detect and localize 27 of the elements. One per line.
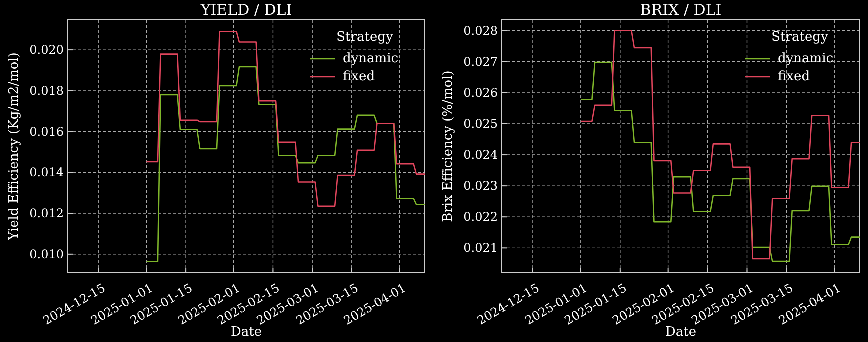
y-tick-label: 0.012: [30, 206, 64, 221]
chart-title: BRIX / DLI: [640, 1, 722, 19]
y-tick-label: 0.018: [30, 84, 64, 98]
y-tick-label: 0.023: [464, 179, 498, 194]
y-axis-title: Brix Efficiency (%/mol): [441, 70, 456, 222]
y-tick-label: 0.022: [464, 210, 498, 224]
y-tick-label: 0.014: [30, 166, 64, 180]
y-tick-label: 0.010: [30, 247, 64, 262]
legend-title: Strategy: [772, 30, 829, 45]
legend-label: fixed: [343, 70, 376, 84]
y-tick-label: 0.028: [464, 24, 498, 38]
y-tick-label: 0.027: [464, 54, 498, 69]
legend-label: fixed: [778, 70, 810, 84]
chart-title: YIELD / DLI: [200, 1, 292, 19]
y-tick-label: 0.020: [30, 43, 64, 58]
line-series: [146, 66, 426, 262]
line-series: [146, 31, 426, 208]
y-tick-label: 0.016: [30, 124, 64, 139]
y-tick-label: 0.024: [464, 148, 498, 162]
y-tick-label: 0.021: [464, 241, 498, 256]
legend-label: dynamic: [343, 52, 399, 66]
legend-title: Strategy: [336, 30, 394, 45]
x-axis-title: Date: [230, 325, 262, 340]
y-tick-label: 0.026: [464, 86, 498, 100]
y-tick-label: 0.025: [464, 116, 498, 131]
y-axis-title: Yield Efficiency (Kg/m2/mol): [7, 52, 22, 242]
x-axis-title: Date: [665, 325, 697, 340]
